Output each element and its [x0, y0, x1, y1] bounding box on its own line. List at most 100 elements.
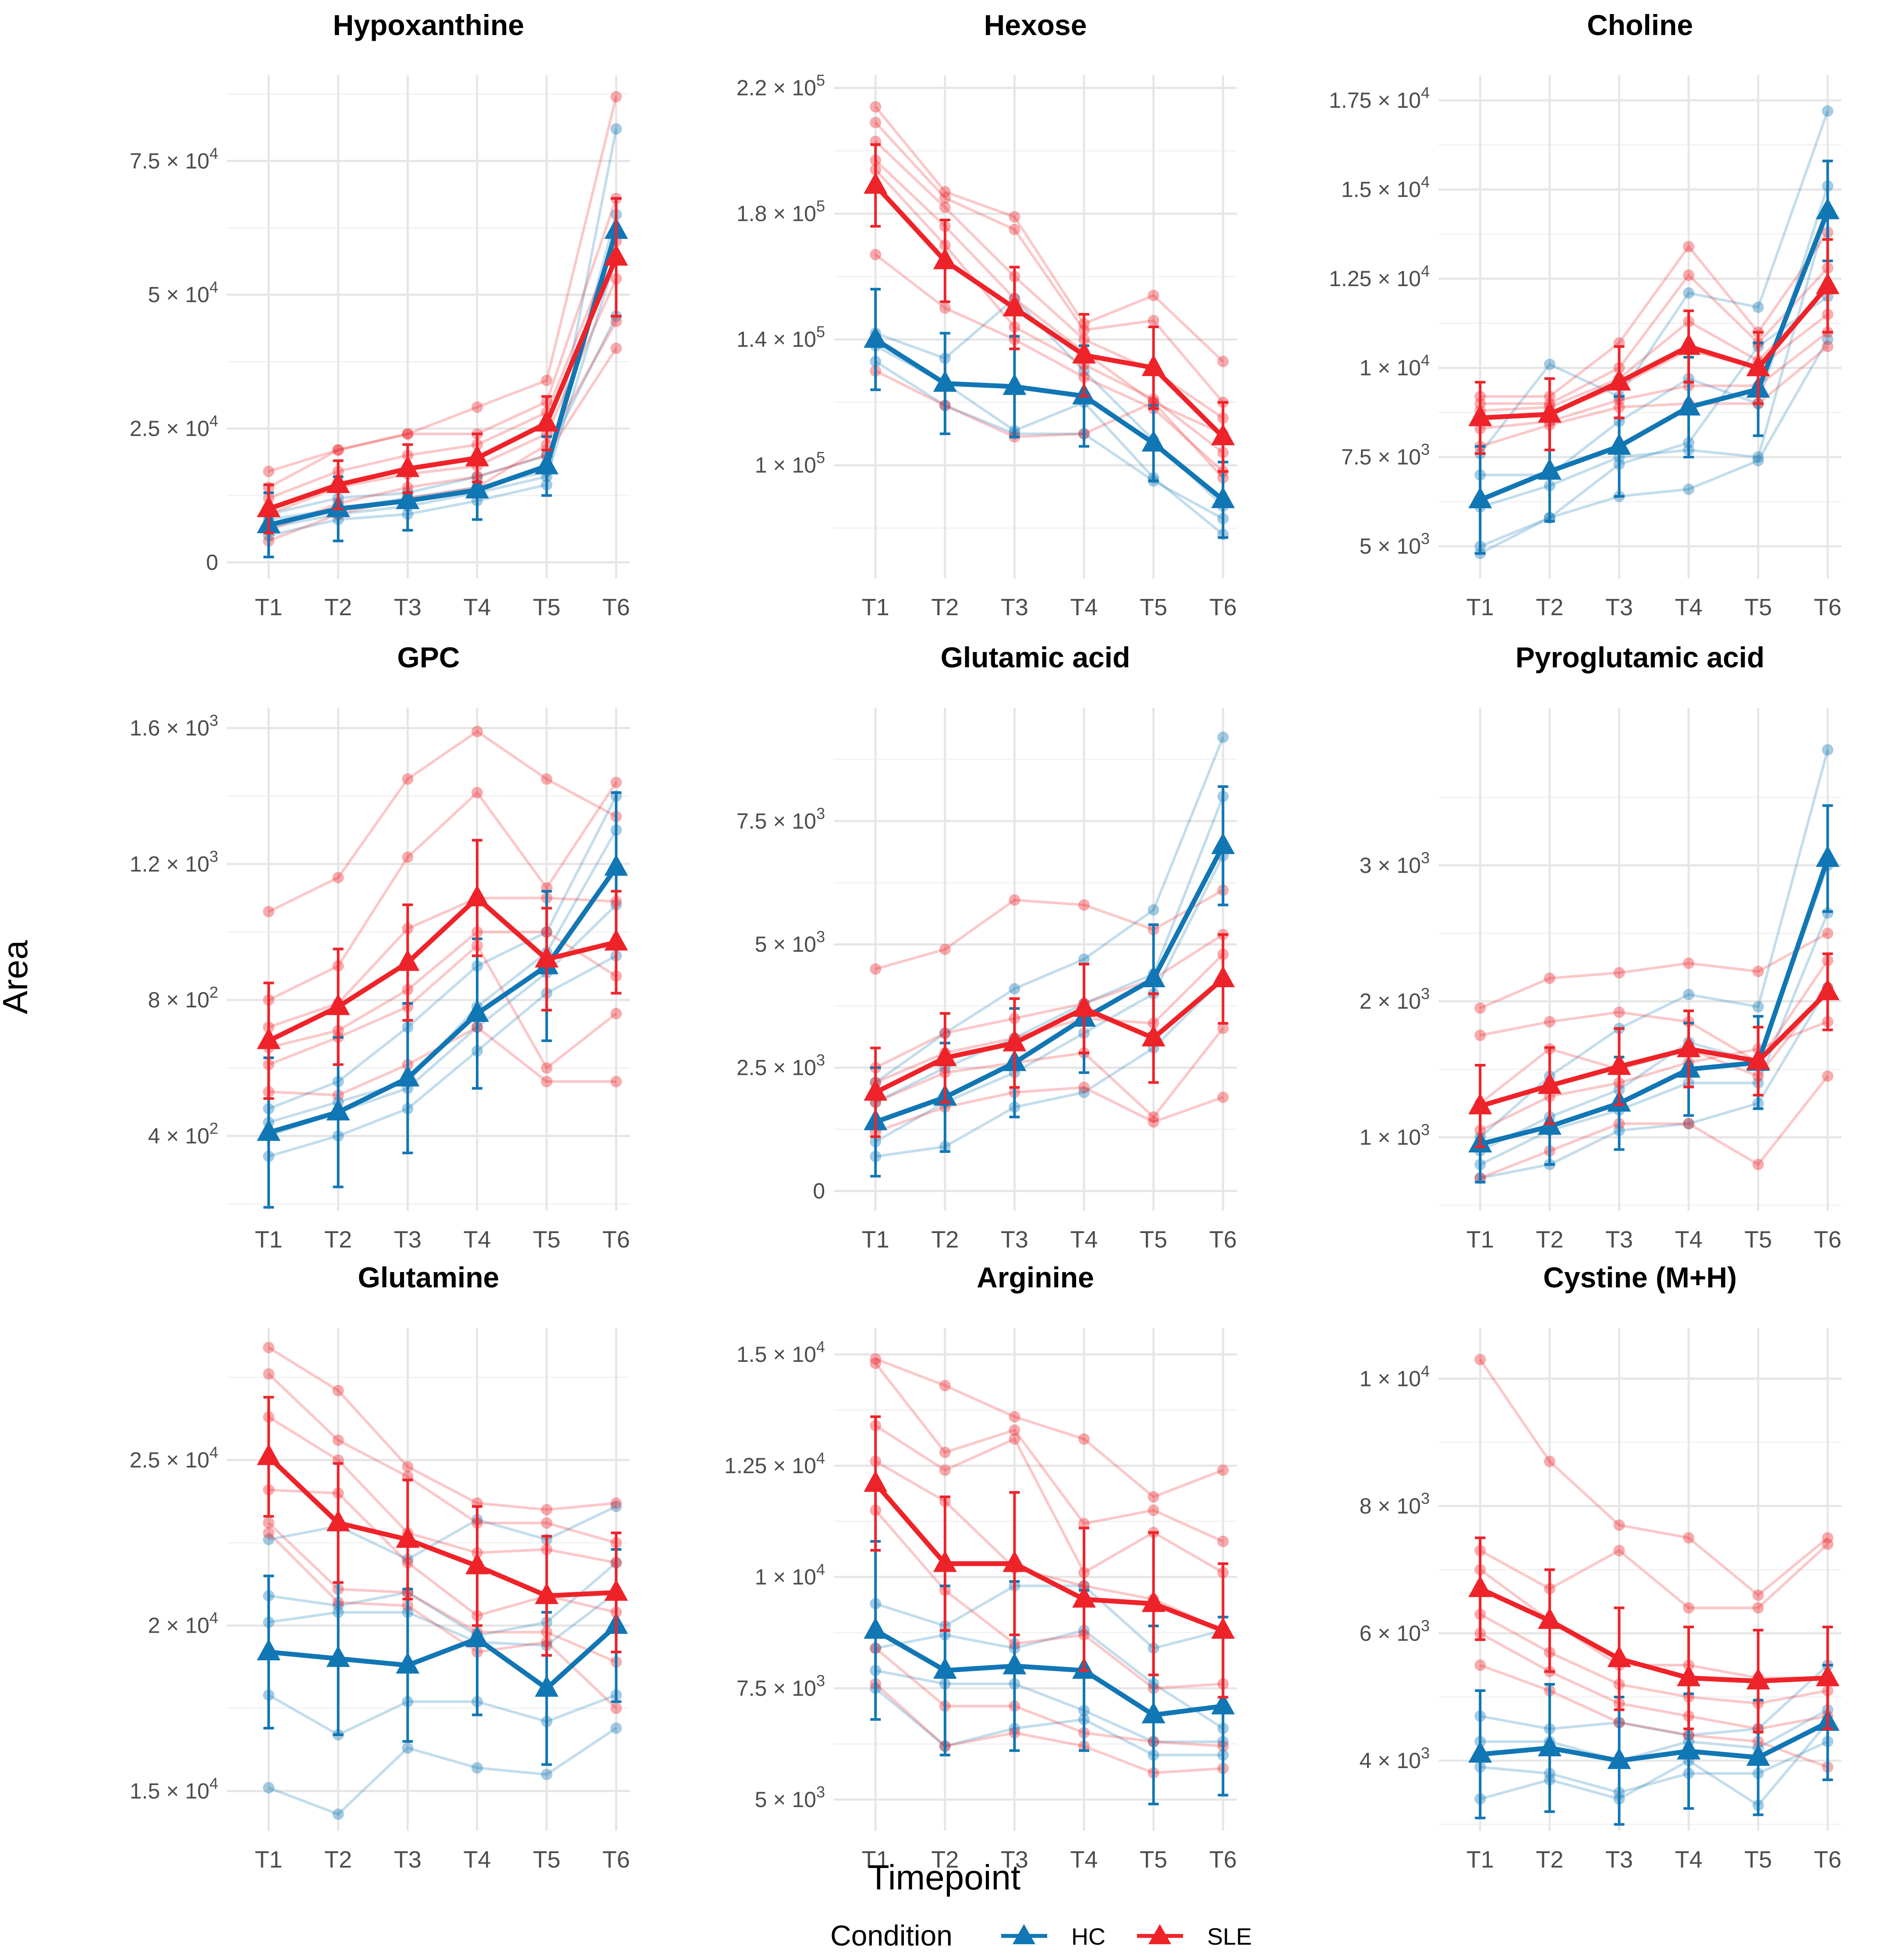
- individual-point-sle: [541, 1517, 553, 1529]
- x-tick-label: T6: [1814, 1847, 1842, 1873]
- mean-point-sle: [1072, 995, 1096, 1017]
- x-tick-label: T5: [1744, 1847, 1772, 1873]
- x-tick-label: T1: [255, 594, 283, 620]
- x-tick-label: T2: [1536, 594, 1563, 620]
- x-tick-label: T1: [255, 1847, 283, 1873]
- y-tick-label: 2.5 × 104: [130, 412, 218, 441]
- individual-point-sle: [471, 787, 483, 798]
- x-tick-label: T1: [1467, 1847, 1494, 1873]
- individual-line-hc: [875, 855, 1224, 1143]
- legend-key-triangle-sle: [1148, 1924, 1171, 1944]
- individual-point-sle: [1822, 1532, 1834, 1544]
- individual-point-sle: [870, 1357, 882, 1369]
- individual-line-hc: [1480, 1740, 1828, 1794]
- mean-point-hc: [1468, 1741, 1492, 1763]
- individual-line-hc: [268, 795, 617, 1110]
- individual-point-sle: [1752, 1589, 1764, 1601]
- individual-point-sle: [1078, 1518, 1090, 1530]
- mean-line-sle: [1479, 1586, 1828, 1684]
- x-tick-label: T5: [1744, 594, 1772, 620]
- individual-point-sle: [402, 773, 414, 785]
- mean-point-sle: [1002, 1030, 1027, 1052]
- individual-line-sle: [874, 1509, 1223, 1690]
- mean-point-sle: [1537, 401, 1562, 423]
- individual-line-hc: [875, 1669, 1223, 1743]
- panel-title: GPC: [397, 641, 460, 673]
- individual-point-sle: [1217, 355, 1229, 367]
- individual-line-hc: [268, 1505, 617, 1561]
- individual-line-sle: [875, 1027, 1224, 1119]
- mean-point-hc: [396, 1065, 420, 1087]
- y-tick-label: 0: [206, 550, 218, 574]
- individual-point-sle: [1148, 315, 1159, 326]
- individual-point-sle: [1544, 972, 1555, 984]
- x-tick-label: T4: [1070, 594, 1098, 620]
- mean-point-sle: [1816, 1665, 1840, 1687]
- individual-line-hc: [875, 1629, 1224, 1730]
- mean-point-sle: [604, 1579, 628, 1601]
- individual-point-hc: [1683, 483, 1695, 495]
- individual-point-sle: [610, 1008, 622, 1020]
- mean-point-sle: [933, 248, 957, 269]
- individual-line-sle: [1480, 1664, 1828, 1769]
- individual-point-sle: [263, 1368, 275, 1380]
- y-tick-label: 2.2 × 105: [737, 71, 825, 100]
- individual-point-sle: [610, 1702, 622, 1714]
- mean-point-sle: [465, 445, 489, 467]
- x-tick-label: T4: [464, 1226, 491, 1253]
- mean-point-sle: [465, 1552, 489, 1574]
- mean-point-hc: [1141, 430, 1165, 452]
- individual-line-sle: [268, 943, 617, 1070]
- mean-line-sle: [267, 895, 617, 1043]
- legend-key-triangle-hc: [1013, 1924, 1035, 1944]
- individual-point-sle: [1752, 1159, 1764, 1170]
- mean-point-hc: [1607, 1747, 1631, 1769]
- individual-line-sle: [268, 1532, 617, 1709]
- mean-point-hc: [1816, 845, 1840, 867]
- mean-point-sle: [535, 1582, 559, 1604]
- individual-line-hc: [1480, 987, 1829, 1180]
- mean-point-sle: [1607, 1645, 1631, 1667]
- mean-point-sle: [604, 244, 628, 266]
- individual-point-sle: [541, 1504, 553, 1516]
- x-tick-label: T3: [1605, 594, 1633, 620]
- x-tick-label: T6: [602, 594, 630, 620]
- mean-line-hc: [268, 866, 618, 1135]
- individual-point-sle: [610, 1076, 622, 1088]
- individual-point-sle: [332, 1434, 344, 1446]
- mean-point-sle: [1211, 966, 1235, 988]
- y-tick-label: 5 × 103: [755, 928, 825, 957]
- mean-line-sle: [1479, 990, 1830, 1109]
- y-tick-label: 1.5 × 104: [130, 1774, 218, 1803]
- x-tick-label: T2: [931, 1847, 959, 1873]
- individual-line-sle: [1479, 932, 1828, 1010]
- panel-title: Pyroglutamic acid: [1516, 641, 1765, 673]
- individual-point-sle: [263, 906, 275, 918]
- y-tick-label: 7.5 × 103: [737, 1672, 825, 1701]
- individual-point-sle: [1474, 1029, 1486, 1041]
- mean-line-hc: [1479, 858, 1830, 1147]
- mean-point-sle: [1141, 354, 1165, 376]
- x-tick-label: T1: [1467, 1226, 1494, 1253]
- mean-point-hc: [1002, 1653, 1027, 1675]
- x-tick-label: T6: [1209, 1847, 1237, 1873]
- individual-line-sle: [1479, 1543, 1829, 1609]
- y-tick-label: 2 × 103: [1360, 985, 1430, 1014]
- panel-2: 5 × 103 7.5 × 103 1 × 104 1.25 × 104 1.5 × 1…: [1329, 9, 1842, 620]
- mean-line-hc: [874, 1628, 1223, 1718]
- mean-point-sle: [1141, 1025, 1165, 1047]
- mean-point-sle: [1607, 1053, 1631, 1075]
- mean-point-hc: [1211, 833, 1235, 854]
- y-tick-label: 1.5 × 104: [737, 1338, 825, 1367]
- individual-line-hc: [1480, 210, 1829, 509]
- individual-point-sle: [939, 1464, 951, 1476]
- individual-point-sle: [1078, 1433, 1090, 1445]
- mean-point-hc: [396, 1652, 420, 1674]
- panel-7: 5 × 103 7.5 × 103 1 × 104 1.25 × 104 1.5 × 1…: [724, 1261, 1237, 1873]
- mean-point-sle: [933, 1045, 957, 1067]
- individual-line-sle: [268, 241, 618, 500]
- individual-line-sle: [875, 1460, 1224, 1632]
- individual-line-sle: [874, 121, 1224, 404]
- y-tick-label: 1 × 105: [755, 449, 825, 478]
- individual-point-hc: [610, 1722, 622, 1734]
